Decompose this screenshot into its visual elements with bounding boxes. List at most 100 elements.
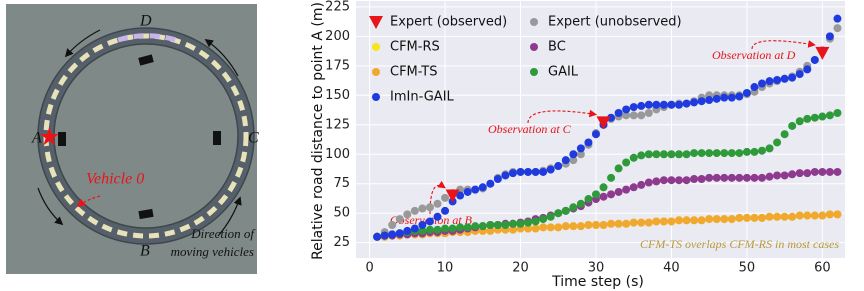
point	[826, 210, 834, 218]
point	[569, 203, 577, 211]
point	[426, 217, 434, 225]
y-tick-label: 150	[325, 88, 350, 103]
legend-marker	[372, 93, 380, 101]
point	[441, 207, 449, 215]
point	[660, 101, 668, 109]
point	[667, 217, 675, 225]
point	[637, 111, 645, 119]
point	[690, 98, 698, 106]
point	[698, 149, 706, 157]
point	[562, 222, 570, 230]
point	[660, 150, 668, 158]
point	[411, 207, 419, 215]
point	[660, 176, 668, 184]
point	[833, 24, 841, 32]
legend-label: BC	[548, 40, 566, 55]
point	[803, 169, 811, 177]
point	[637, 219, 645, 227]
legend-label: ImIn-GAIL	[390, 90, 455, 105]
point	[713, 215, 721, 223]
point	[517, 168, 525, 176]
point	[592, 221, 600, 229]
point	[766, 213, 774, 221]
point	[532, 168, 540, 176]
point	[418, 204, 426, 212]
point	[683, 100, 691, 108]
point	[388, 230, 396, 238]
point	[766, 77, 774, 85]
point	[464, 188, 472, 196]
point	[584, 138, 592, 146]
point	[584, 221, 592, 229]
point	[728, 174, 736, 182]
point	[833, 109, 841, 117]
point	[833, 15, 841, 23]
point	[584, 195, 592, 203]
point	[434, 213, 442, 221]
direction-label: Direction of	[190, 226, 256, 241]
point	[403, 210, 411, 218]
point	[456, 223, 464, 231]
y-tick-label: 225	[325, 0, 350, 14]
point	[811, 212, 819, 220]
point	[826, 32, 834, 40]
direction-label: moving vehicles	[171, 244, 254, 259]
legend-marker	[372, 43, 380, 51]
point	[396, 229, 404, 237]
point	[373, 233, 381, 241]
annotation: CFM-TS overlaps CFM-RS in most cases	[640, 237, 839, 251]
point	[637, 102, 645, 110]
point	[713, 149, 721, 157]
point	[592, 130, 600, 138]
point	[607, 220, 615, 228]
annotation: Observation at C	[488, 122, 572, 136]
x-tick-label: 50	[739, 261, 756, 276]
point	[381, 232, 389, 240]
legend-label: CFM-RS	[390, 40, 440, 55]
y-tick-label: 25	[333, 235, 350, 250]
point	[547, 223, 555, 231]
point	[645, 109, 653, 117]
point	[615, 188, 623, 196]
point	[698, 175, 706, 183]
point	[532, 225, 540, 233]
point	[758, 174, 766, 182]
point	[652, 177, 660, 185]
point	[750, 214, 758, 222]
legend-marker	[530, 68, 538, 76]
point	[705, 149, 713, 157]
point	[501, 171, 509, 179]
point	[796, 70, 804, 78]
point	[615, 109, 623, 117]
point	[554, 223, 562, 231]
point	[818, 212, 826, 220]
point	[411, 225, 419, 233]
point	[728, 215, 736, 223]
point	[773, 76, 781, 84]
point	[486, 221, 494, 229]
point	[486, 180, 494, 188]
point	[833, 210, 841, 218]
point	[758, 147, 766, 155]
legend-label: Expert (unobserved)	[548, 15, 682, 30]
point	[690, 149, 698, 157]
point	[735, 149, 743, 157]
point	[826, 111, 834, 119]
point	[630, 183, 638, 191]
x-tick-label: 40	[663, 261, 680, 276]
point	[698, 97, 706, 105]
point	[539, 223, 547, 231]
point	[547, 166, 555, 174]
point	[773, 171, 781, 179]
x-tick-label: 20	[512, 261, 529, 276]
point	[675, 216, 683, 224]
point	[403, 227, 411, 235]
point	[615, 164, 623, 172]
point	[532, 217, 540, 225]
point	[728, 94, 736, 102]
point	[449, 225, 457, 233]
point	[773, 138, 781, 146]
point	[811, 114, 819, 122]
point	[818, 113, 826, 121]
point	[758, 80, 766, 88]
